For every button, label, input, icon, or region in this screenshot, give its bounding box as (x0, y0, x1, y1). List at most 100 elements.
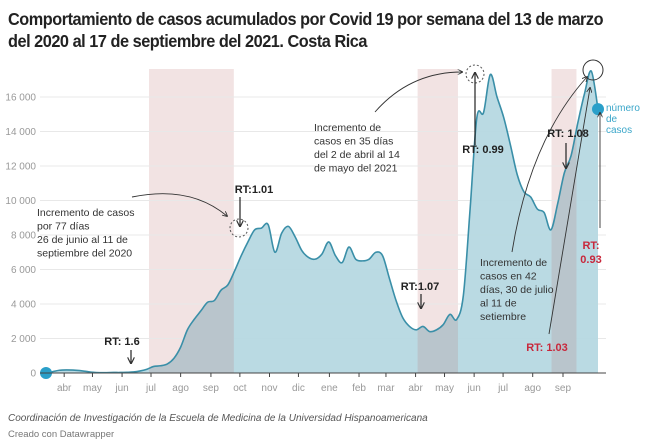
rt-label: RT: (582, 240, 599, 252)
data-point[interactable] (414, 328, 418, 332)
data-point[interactable] (401, 316, 405, 320)
data-point[interactable] (307, 255, 311, 259)
data-point[interactable] (273, 250, 277, 254)
data-point[interactable] (226, 283, 230, 287)
data-point[interactable] (589, 69, 593, 73)
data-point[interactable] (556, 202, 560, 206)
data-point[interactable] (367, 257, 371, 261)
data-point[interactable] (468, 207, 472, 211)
data-point[interactable] (508, 143, 512, 147)
data-point[interactable] (266, 223, 270, 227)
data-point[interactable] (529, 195, 533, 199)
data-point[interactable] (78, 369, 82, 373)
x-tick-label: jun (114, 383, 128, 394)
data-point[interactable] (219, 288, 223, 292)
data-point[interactable] (179, 345, 183, 349)
data-point[interactable] (91, 370, 95, 374)
data-point[interactable] (360, 259, 364, 263)
data-point[interactable] (455, 318, 459, 322)
rt-label: RT: 1.08 (547, 128, 589, 140)
x-tick-label: jul (145, 383, 156, 394)
data-point[interactable] (125, 370, 129, 374)
data-point[interactable] (64, 368, 68, 372)
data-point[interactable] (381, 254, 385, 258)
data-point[interactable] (408, 324, 412, 328)
rt-label: RT: 1.6 (104, 336, 139, 348)
data-point[interactable] (111, 370, 115, 374)
highlight-area-3 (551, 129, 577, 373)
data-point[interactable] (569, 154, 573, 158)
annotation-text: casos en 35 días (314, 136, 393, 148)
data-point[interactable] (340, 261, 344, 265)
data-point[interactable] (313, 257, 317, 261)
data-point[interactable] (212, 299, 216, 303)
data-point[interactable] (374, 250, 378, 254)
data-point[interactable] (535, 207, 539, 211)
data-point[interactable] (118, 370, 122, 374)
x-tick-label: jun (466, 383, 480, 394)
data-point[interactable] (421, 324, 425, 328)
data-point[interactable] (192, 318, 196, 322)
data-point[interactable] (158, 364, 162, 368)
data-point[interactable] (246, 240, 250, 244)
data-point[interactable] (253, 228, 257, 232)
data-point[interactable] (461, 293, 465, 297)
peak-circle-2 (465, 64, 485, 84)
highlight-area-2 (417, 314, 458, 373)
data-point[interactable] (562, 171, 566, 175)
data-point[interactable] (327, 240, 331, 244)
data-point[interactable] (145, 367, 149, 371)
data-point[interactable] (199, 309, 203, 313)
rt-label: 0.93 (580, 254, 601, 266)
data-point[interactable] (138, 369, 142, 373)
data-point[interactable] (347, 245, 351, 249)
y-tick-label: 4 000 (11, 300, 36, 311)
data-point[interactable] (482, 111, 486, 115)
data-point[interactable] (259, 226, 263, 230)
data-point[interactable] (57, 368, 61, 372)
x-axis: abr may jun jul ago sep oct nov dic ene feb mar abr m… (40, 372, 606, 394)
data-point[interactable] (576, 121, 580, 125)
data-point[interactable] (185, 328, 189, 332)
data-point[interactable] (394, 299, 398, 303)
annotation-text: 26 de junio al 11 de (37, 234, 128, 246)
data-point[interactable] (434, 328, 438, 332)
data-point[interactable] (165, 362, 169, 366)
legend-label: número (606, 103, 640, 114)
data-point[interactable] (152, 364, 156, 368)
data-point[interactable] (387, 276, 391, 280)
x-tick-label: may (83, 383, 102, 394)
data-point[interactable] (206, 300, 210, 304)
data-point[interactable] (286, 224, 290, 228)
data-point[interactable] (542, 211, 546, 215)
data-point[interactable] (71, 368, 75, 372)
data-point[interactable] (320, 252, 324, 256)
peak-circle-1 (229, 218, 249, 238)
data-point[interactable] (280, 231, 284, 235)
data-point[interactable] (300, 249, 304, 253)
data-point[interactable] (232, 269, 236, 273)
data-point[interactable] (428, 330, 432, 334)
end-marker (592, 103, 604, 116)
data-point[interactable] (549, 228, 553, 232)
data-point[interactable] (354, 257, 358, 261)
credit-link[interactable]: Creado con Datawrapper (8, 429, 115, 440)
data-point[interactable] (488, 73, 492, 77)
data-point[interactable] (239, 254, 243, 258)
data-point[interactable] (333, 254, 337, 258)
data-point[interactable] (502, 116, 506, 120)
annotation-text: Incremento de (480, 257, 547, 269)
data-point[interactable] (495, 95, 499, 99)
data-point[interactable] (441, 323, 445, 327)
data-point[interactable] (583, 92, 587, 96)
x-tick-label: abr (408, 383, 423, 394)
x-tick-label: may (435, 383, 454, 394)
data-point[interactable] (448, 312, 452, 316)
data-point[interactable] (293, 235, 297, 239)
rt-label: RT:1.07 (401, 281, 440, 293)
data-point[interactable] (172, 356, 176, 360)
data-point[interactable] (515, 173, 519, 177)
x-tick-label: oct (233, 383, 247, 394)
arrow-a3 (511, 77, 587, 253)
